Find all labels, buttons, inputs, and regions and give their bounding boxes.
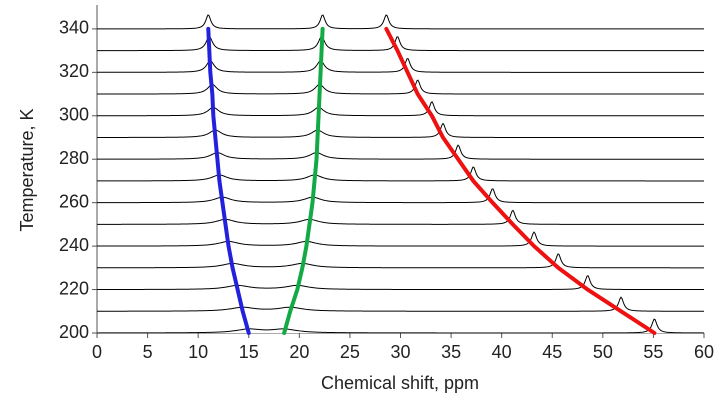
spectrum-trace bbox=[97, 122, 704, 138]
spectrum-trace bbox=[97, 253, 704, 269]
x-tick-label: 30 bbox=[390, 342, 410, 362]
x-tick-label: 20 bbox=[289, 342, 309, 362]
x-tick-label: 35 bbox=[441, 342, 461, 362]
x-tick-label: 60 bbox=[694, 342, 714, 362]
trend-line bbox=[384, 26, 657, 335]
y-tick-label: 320 bbox=[59, 61, 89, 81]
x-tick-label: 15 bbox=[239, 342, 259, 362]
x-tick-label: 25 bbox=[340, 342, 360, 362]
x-tick-label: 45 bbox=[542, 342, 562, 362]
spectrum-trace bbox=[97, 57, 704, 73]
y-tick-label: 260 bbox=[59, 191, 89, 211]
y-tick-label: 340 bbox=[59, 18, 89, 38]
x-tick-label: 0 bbox=[92, 342, 102, 362]
y-tick-label: 220 bbox=[59, 278, 89, 298]
spectrum-trace bbox=[97, 166, 704, 182]
spectrum-trace bbox=[97, 318, 704, 334]
spectrum-trace bbox=[97, 275, 704, 291]
spectrum-trace bbox=[97, 14, 704, 30]
spectrum-trace bbox=[97, 144, 704, 160]
spectrum-trace bbox=[96, 100, 704, 117]
x-tick-label: 50 bbox=[593, 342, 613, 362]
spectrum-trace bbox=[97, 36, 704, 52]
spectrum-trace bbox=[97, 188, 704, 204]
spectrum-trace bbox=[97, 209, 704, 225]
y-tick-label: 300 bbox=[59, 105, 89, 125]
x-tick-label: 5 bbox=[143, 342, 153, 362]
trend-line bbox=[282, 26, 325, 335]
y-axis-label: Temperature, K bbox=[17, 108, 37, 231]
trend-line bbox=[206, 26, 251, 335]
x-tick-label: 55 bbox=[643, 342, 663, 362]
y-tick-label: 280 bbox=[59, 148, 89, 168]
x-tick-label: 40 bbox=[492, 342, 512, 362]
spectrum-trace bbox=[97, 79, 704, 95]
y-tick-label: 240 bbox=[59, 235, 89, 255]
x-axis-label: Chemical shift, ppm bbox=[321, 373, 479, 393]
spectrum-trace bbox=[97, 296, 704, 312]
spectrum-trace bbox=[97, 231, 704, 247]
y-tick-label: 200 bbox=[59, 322, 89, 342]
x-tick-label: 10 bbox=[188, 342, 208, 362]
